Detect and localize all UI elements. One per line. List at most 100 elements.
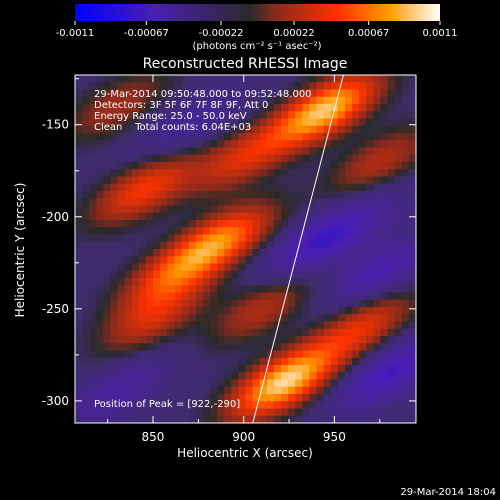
- heatmap-cell: [394, 234, 403, 243]
- heatmap-cell: [209, 343, 218, 352]
- heatmap-cell: [366, 394, 374, 402]
- heatmap-cell: [352, 401, 360, 410]
- heatmap-cell: [167, 169, 176, 178]
- heatmap-cell: [174, 212, 183, 221]
- heatmap-cell: [217, 415, 225, 423]
- heatmap-cell: [153, 183, 161, 192]
- heatmap-cell: [323, 372, 332, 381]
- heatmap-cell: [167, 96, 176, 105]
- heatmap-cell: [153, 96, 161, 105]
- heatmap-cell: [408, 176, 416, 185]
- heatmap-cell: [89, 278, 97, 286]
- heatmap-cell: [181, 249, 190, 257]
- heatmap-cell: [366, 104, 374, 112]
- heatmap-cell: [146, 256, 154, 265]
- heatmap-cell: [238, 133, 247, 141]
- heatmap-cell: [89, 394, 97, 402]
- heatmap-cell: [394, 111, 403, 120]
- heatmap-cell: [387, 292, 396, 301]
- heatmap-cell: [252, 285, 261, 294]
- heatmap-cell: [273, 336, 282, 344]
- heatmap-cell: [188, 365, 197, 373]
- heatmap-cell: [373, 379, 382, 388]
- heatmap-cell: [323, 285, 332, 294]
- heatmap-cell: [387, 82, 396, 91]
- heatmap-cell: [387, 241, 396, 250]
- heatmap-cell: [373, 154, 382, 163]
- heatmap-cell: [252, 249, 261, 257]
- heatmap-cell: [82, 212, 90, 221]
- colorbar-tick-label: -0.00022: [199, 28, 244, 39]
- heatmap-cell: [309, 191, 318, 199]
- heatmap-cell: [408, 365, 416, 373]
- heatmap-cell: [266, 205, 275, 214]
- heatmap-cell: [266, 82, 275, 91]
- heatmap-cell: [195, 256, 204, 265]
- heatmap-cell: [231, 299, 239, 308]
- colorbar-tick-label: 0.0011: [423, 28, 458, 39]
- heatmap-cell: [337, 205, 346, 214]
- axis-ticks: 850 900 950-150-200-250-300: [42, 75, 416, 444]
- heatmap-cell: [75, 299, 83, 308]
- heatmap-cell: [110, 343, 119, 352]
- heatmap-cell: [82, 249, 90, 257]
- heatmap-cell: [330, 263, 339, 272]
- heatmap-cell: [160, 198, 168, 207]
- heatmap-cell: [238, 394, 247, 402]
- heatmap-cell: [245, 328, 254, 337]
- heatmap-cell: [167, 336, 176, 344]
- heatmap-cell: [316, 147, 325, 156]
- heatmap-cell: [174, 307, 183, 315]
- heatmap-cell: [153, 104, 161, 112]
- heatmap-cell: [352, 321, 360, 330]
- heatmap-cell: [288, 212, 296, 221]
- heatmap-cell: [188, 249, 197, 257]
- heatmap-cell: [103, 133, 112, 141]
- heatmap-cell: [387, 415, 396, 423]
- heatmap-cell: [217, 357, 225, 366]
- heatmap-cell: [252, 220, 261, 228]
- heatmap-cell: [231, 386, 239, 395]
- heatmap-cell: [174, 314, 183, 323]
- heatmap-cell: [302, 386, 311, 395]
- heatmap-cell: [202, 278, 211, 286]
- heatmap-cell: [266, 336, 275, 344]
- heatmap-cell: [366, 82, 374, 91]
- heatmap-cell: [352, 176, 360, 185]
- heatmap-cell: [117, 278, 126, 286]
- heatmap-cell: [288, 75, 296, 83]
- heatmap-cell: [330, 205, 339, 214]
- heatmap-cell: [380, 82, 389, 91]
- heatmap-cell: [316, 118, 325, 127]
- heatmap-cell: [110, 401, 119, 410]
- heatmap-cell: [110, 350, 119, 359]
- heatmap-cell: [181, 256, 190, 265]
- heatmap-cell: [302, 415, 311, 423]
- heatmap-cell: [160, 292, 168, 301]
- heatmap-cell: [366, 299, 374, 308]
- heatmap-cell: [366, 89, 374, 98]
- heatmap-cell: [82, 365, 90, 373]
- heatmap-cell: [103, 307, 112, 315]
- heatmap-cell: [238, 285, 247, 294]
- heatmap-cell: [231, 292, 239, 301]
- heatmap-cell: [224, 104, 232, 112]
- heatmap-cell: [103, 343, 112, 352]
- heatmap-cell: [103, 328, 112, 337]
- heatmap-cell: [131, 307, 140, 315]
- heatmap-cell: [181, 307, 190, 315]
- heatmap-cell: [245, 357, 254, 366]
- heatmap-cell: [394, 379, 403, 388]
- heatmap-cell: [181, 285, 190, 294]
- heatmap-cell: [103, 162, 112, 170]
- heatmap-cell: [295, 343, 303, 352]
- heatmap-cell: [124, 415, 133, 423]
- heatmap-cell: [387, 328, 396, 337]
- heatmap-cell: [188, 176, 197, 185]
- heatmap-cell: [316, 336, 325, 344]
- heatmap-cell: [259, 401, 268, 410]
- heatmap-cell: [209, 169, 218, 178]
- heatmap-cell: [295, 140, 303, 149]
- heatmap-cell: [309, 169, 318, 178]
- heatmap-cell: [117, 372, 126, 381]
